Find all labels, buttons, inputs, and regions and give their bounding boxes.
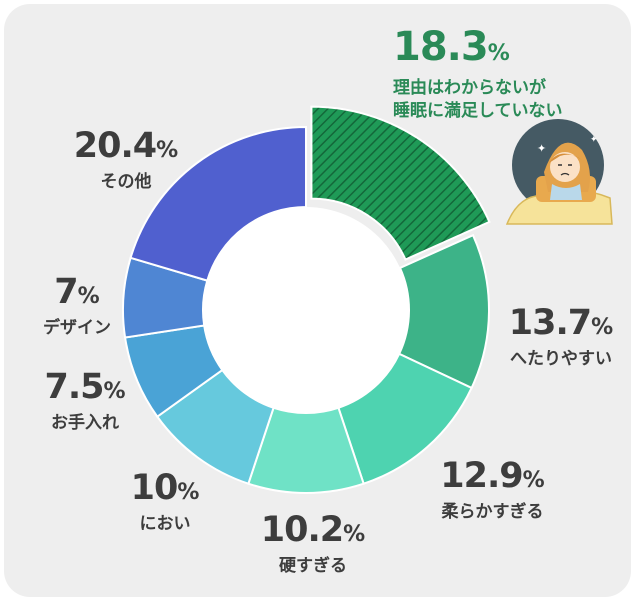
data-label-sags-easily: 13.7 — [508, 303, 592, 343]
label-sags-easily: 13.7% へたりやすい — [496, 303, 626, 370]
category-label-sleep-dissatisfied: 理由はわからないが 睡眠に満足していない — [393, 78, 563, 121]
sleepless-woman-illustration: ✦✦ — [505, 119, 613, 225]
label-too-hard: 10.2% 硬すぎる — [253, 510, 373, 577]
data-label-sleep-dissatisfied: 18.3 — [393, 24, 489, 70]
label-odor: 10% におい — [120, 468, 210, 535]
category-label-sags-easily: へたりやすい — [510, 349, 612, 369]
data-label-maintenance: 7.5 — [44, 367, 104, 407]
data-label-too-soft: 12.9 — [440, 456, 523, 496]
data-label-design: 7 — [54, 272, 78, 312]
donut-hole — [203, 207, 409, 413]
category-label-design: デザイン — [43, 318, 111, 338]
svg-text:✦: ✦ — [590, 135, 598, 145]
label-too-soft: 12.9% 柔らかすぎる — [425, 456, 560, 523]
label-sleep-dissatisfied: 18.3% 理由はわからないが 睡眠に満足していない — [393, 24, 563, 121]
svg-text:✦: ✦ — [537, 142, 546, 155]
category-label-too-soft: 柔らかすぎる — [441, 502, 544, 522]
category-label-maintenance: お手入れ — [51, 413, 119, 433]
category-label-other: その他 — [100, 172, 152, 192]
data-label-other: 20.4 — [73, 126, 157, 166]
label-maintenance: 7.5% お手入れ — [30, 367, 140, 434]
label-design: 7% デザイン — [22, 272, 132, 339]
donut-slice-sleep-dissatisfied — [310, 105, 491, 261]
category-label-too-hard: 硬すぎる — [279, 556, 347, 576]
data-label-odor: 10 — [130, 468, 179, 508]
label-other: 20.4% その他 — [66, 126, 186, 193]
category-label-odor: におい — [139, 514, 191, 534]
data-label-too-hard: 10.2 — [260, 510, 344, 550]
